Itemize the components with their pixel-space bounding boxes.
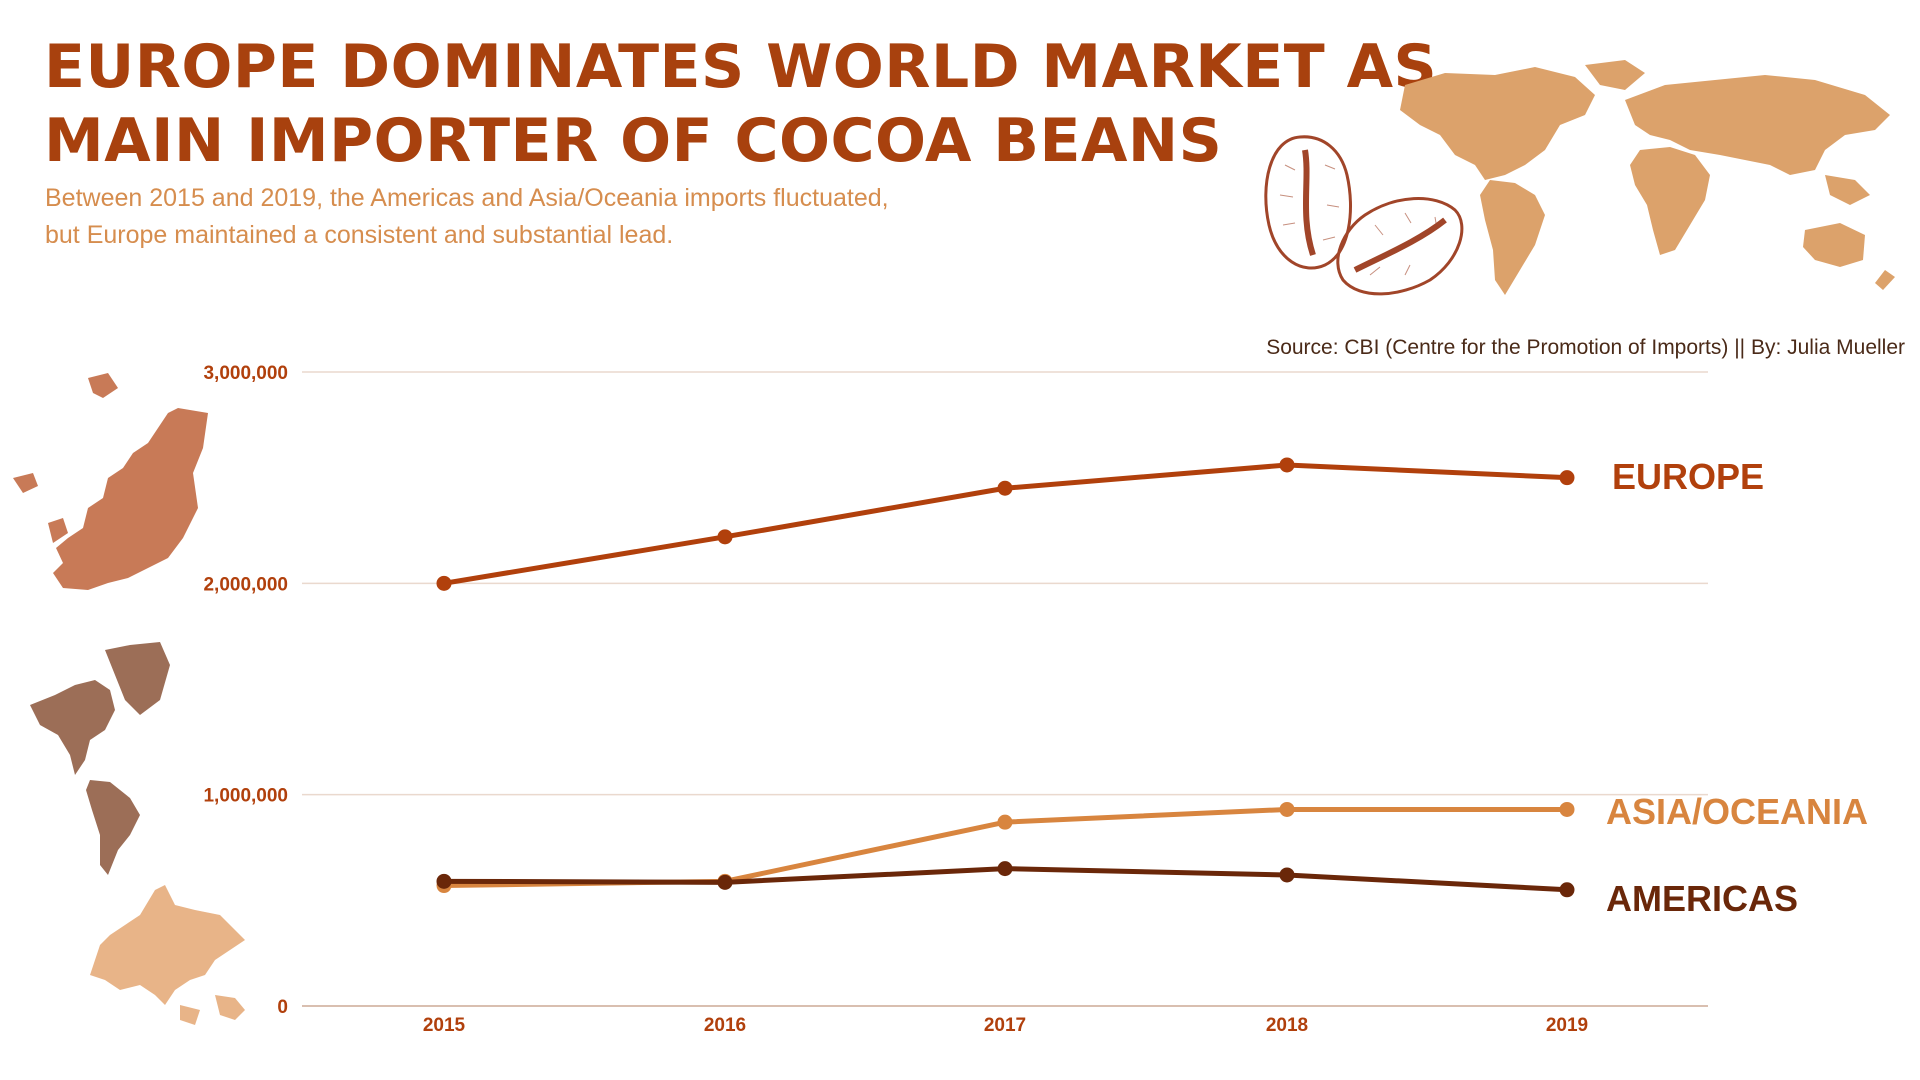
americas-map-icon	[30, 642, 170, 875]
y-tick-label: 2,000,000	[203, 574, 288, 595]
data-point-europe	[997, 480, 1013, 496]
europe-map-icon	[13, 373, 208, 590]
asia-map-icon	[90, 885, 245, 1025]
data-point-americas	[1559, 882, 1575, 898]
data-point-asia-oceania	[1279, 801, 1295, 817]
data-point-americas	[717, 874, 733, 890]
chart-subtitle: Between 2015 and 2019, the Americas and …	[45, 184, 889, 249]
data-point-asia-oceania	[997, 814, 1013, 830]
data-point-americas	[997, 861, 1013, 877]
data-point-europe	[436, 575, 452, 591]
y-tick-label: 1,000,000	[203, 786, 288, 807]
data-point-europe	[1279, 457, 1295, 473]
world-map-icon	[1400, 60, 1895, 295]
series-label-americas: AMERICAS	[1606, 878, 1798, 919]
x-tick-label: 2016	[704, 1015, 746, 1036]
x-tick-label: 2017	[984, 1015, 1026, 1036]
data-point-europe	[717, 529, 733, 545]
x-tick-label: 2019	[1546, 1015, 1588, 1036]
cocoa-beans-icon	[1264, 135, 1464, 296]
chart-title-line-1: EUROPE DOMINATES WORLD MARKET AS	[44, 32, 1438, 102]
chart-title-line-2: MAIN IMPORTER OF COCOA BEANS	[44, 106, 1223, 176]
data-point-asia-oceania	[1559, 801, 1575, 817]
x-tick-label: 2018	[1266, 1015, 1308, 1036]
source-credit: Source: CBI (Centre for the Promotion of…	[1266, 336, 1905, 359]
x-tick-label: 2015	[423, 1015, 466, 1036]
data-point-americas	[436, 873, 452, 889]
series-label-asia-oceania: ASIA/OCEANIA	[1606, 791, 1868, 832]
series-label-europe: EUROPE	[1612, 456, 1764, 497]
data-point-europe	[1559, 470, 1575, 486]
y-tick-label: 0	[277, 997, 288, 1018]
chart-title: EUROPE DOMINATES WORLD MARKET AS MAIN IM…	[44, 30, 1437, 178]
y-tick-label: 3,000,000	[203, 363, 288, 384]
data-point-americas	[1279, 867, 1295, 883]
